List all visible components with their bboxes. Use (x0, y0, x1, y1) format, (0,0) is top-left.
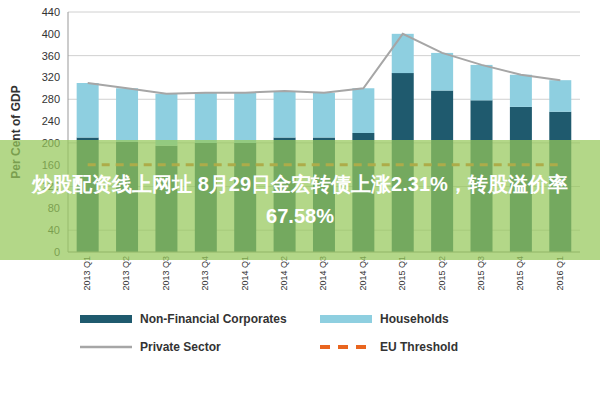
svg-text:400: 400 (42, 28, 60, 40)
svg-text:Per Cent of GDP: Per Cent of GDP (9, 85, 24, 179)
html-text:Households: Households (380, 312, 449, 326)
html-text:Non-Financial Corporates: Non-Financial Corporates (140, 312, 287, 326)
html-text:炒股配资线上网址 8月29日金宏转债上涨2.31%，转股溢价: 炒股配资线上网址 8月29日金宏转债上涨2.31%，转股溢价率67.58% (32, 173, 568, 227)
svg-text:2013 Q1: 2013 Q1 (82, 256, 92, 291)
svg-text:360: 360 (42, 50, 60, 62)
svg-text:2015 Q1: 2015 Q1 (397, 256, 407, 291)
svg-text:280: 280 (42, 93, 60, 105)
html-text:EU Threshold: EU Threshold (380, 340, 458, 354)
html-text:Private Sector: Private Sector (140, 340, 221, 354)
svg-text:440: 440 (42, 6, 60, 18)
svg-text:2015 Q2: 2015 Q2 (437, 256, 447, 291)
svg-text:2013 Q4: 2013 Q4 (200, 256, 210, 291)
svg-text:2015 Q4: 2015 Q4 (515, 256, 525, 291)
svg-text:2014 Q1: 2014 Q1 (240, 256, 250, 291)
svg-text:240: 240 (42, 115, 60, 127)
svg-text:2016 Q1: 2016 Q1 (555, 256, 565, 291)
svg-text:2015 Q3: 2015 Q3 (476, 256, 486, 291)
svg-text:2014 Q4: 2014 Q4 (358, 256, 368, 291)
svg-text:2014 Q3: 2014 Q3 (318, 256, 328, 291)
svg-text:2013 Q3: 2013 Q3 (161, 256, 171, 291)
svg-text:2013 Q2: 2013 Q2 (121, 256, 131, 291)
svg-text:320: 320 (42, 71, 60, 83)
svg-text:2014 Q2: 2014 Q2 (279, 256, 289, 291)
